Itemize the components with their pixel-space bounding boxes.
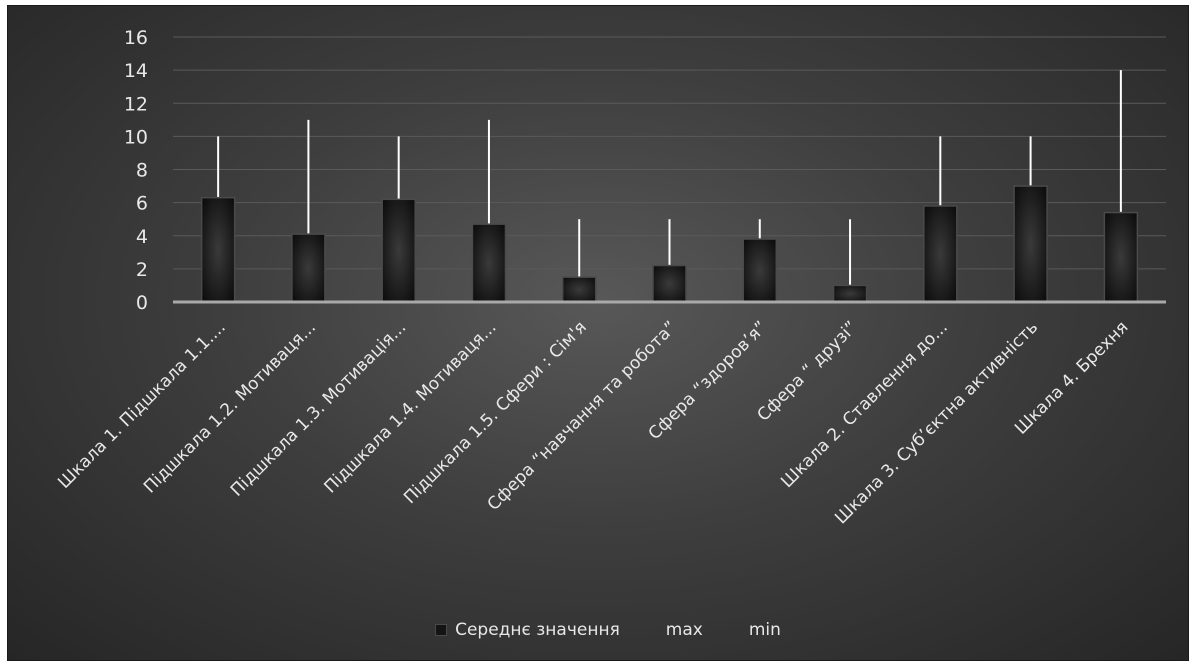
y-tick-label: 2	[136, 259, 148, 281]
mean-bar	[471, 223, 507, 303]
max-lines	[217, 70, 1122, 286]
x-axis-category-labels: Шкала 1. Підшкала 1.1....Підшкала 1.2. М…	[54, 317, 1132, 528]
mean-bars	[200, 185, 1139, 303]
legend-label-min: min	[748, 620, 781, 640]
mean-bar	[561, 276, 597, 303]
mean-bar	[832, 284, 868, 303]
x-category-label: Шкала 2. Ставлення до...	[777, 317, 952, 492]
legend-label-mean: Середнє значення	[455, 620, 620, 640]
mean-bar	[1013, 185, 1048, 303]
mean-bar	[1103, 211, 1139, 303]
x-category-label: Підшкала 1.4. Мотиваця...	[321, 317, 501, 497]
y-tick-label: 14	[124, 60, 148, 82]
y-tick-label: 6	[136, 193, 148, 215]
y-tick-label: 16	[124, 27, 148, 49]
x-category-label: Шкала 3. Суб’єктна активність	[831, 317, 1042, 528]
y-tick-label: 8	[136, 160, 148, 182]
x-category-label: Підшкала 1.5. Сфери : Сім'я	[400, 317, 591, 508]
legend-swatch-mean	[435, 624, 448, 636]
legend: Середнє значення max min	[8, 617, 1188, 643]
y-tick-label: 10	[124, 126, 148, 148]
mean-bar	[742, 238, 778, 303]
y-tick-label: 0	[136, 292, 148, 314]
legend-item-min: min	[749, 620, 781, 640]
y-tick-label: 12	[124, 93, 148, 115]
legend-item-max: max	[666, 620, 703, 640]
x-category-label: Підшкала 1.3. Мотивація...	[227, 317, 410, 500]
mean-bar	[291, 233, 326, 303]
y-axis-tick-labels: 0 2 4 6 8 10 12 14 16	[124, 27, 148, 314]
mean-bar	[923, 205, 958, 303]
x-category-label: Сфера “навчання та робота”	[484, 317, 681, 514]
chart-frame: 0 2 4 6 8 10 12 14 16 Шкала 1. Підшкала 1.1.... П…	[7, 5, 1189, 661]
legend-label-max: max	[665, 620, 703, 640]
y-tick-label: 4	[136, 226, 148, 248]
x-category-label: Шкала 1. Підшкала 1.1....	[54, 317, 229, 492]
mean-bar	[652, 264, 687, 303]
x-category-label: Підшкала 1.2. Мотиваця...	[140, 317, 320, 497]
gridlines	[173, 36, 1166, 270]
mean-bar	[381, 198, 416, 303]
mean-bar	[200, 196, 236, 303]
legend-item-mean: Середнє значення	[435, 620, 620, 640]
